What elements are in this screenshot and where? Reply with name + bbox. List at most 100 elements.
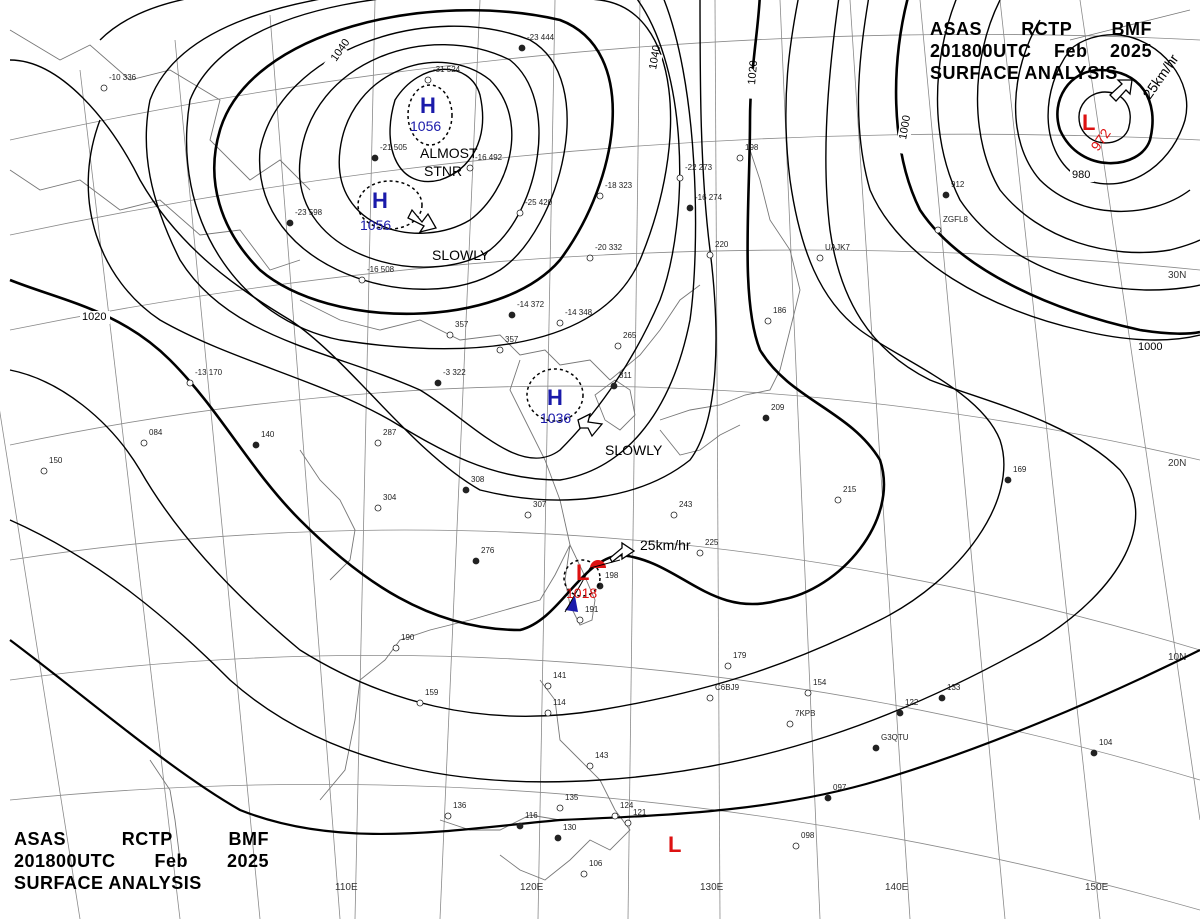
station-marker — [611, 812, 619, 820]
station-report: 186 — [773, 306, 787, 315]
isobar-label-1040-b: 1040 — [647, 44, 663, 70]
station-report: -14 372 — [517, 300, 545, 309]
station-marker — [938, 694, 946, 702]
station-marker — [186, 379, 194, 387]
pressure-systems: H 1056 H 1056 H 1036 L 1018 L 972 L — [360, 93, 1114, 857]
station-marker — [724, 662, 732, 670]
high-letter-3: H — [547, 385, 563, 410]
station-marker — [444, 812, 452, 820]
station-report: 287 — [383, 428, 397, 437]
station-report: -21 505 — [380, 143, 408, 152]
station-report: 124 — [620, 801, 634, 810]
chart-header-top: ASAS RCTP BMF 201800UTC Feb 2025 SURFACE ANA… — [930, 18, 1152, 84]
header-station: RCTP — [1021, 19, 1073, 39]
station-report: 307 — [533, 500, 547, 509]
station-marker — [472, 557, 480, 565]
station-report: 143 — [595, 751, 609, 760]
station-report: 121 — [633, 808, 647, 817]
station-report: -14 348 — [565, 308, 593, 317]
station-report: 357 — [455, 320, 469, 329]
front-line — [564, 559, 621, 613]
motion-arrow-high-west — [407, 208, 437, 234]
station-report: -22 273 — [685, 163, 713, 172]
station-report: 130 — [563, 823, 577, 832]
station-marker — [792, 842, 800, 850]
cold-front-triangle — [565, 596, 578, 612]
station-marker — [872, 744, 880, 752]
footer-agency: ASAS — [14, 829, 67, 849]
station-marker — [706, 694, 714, 702]
station-report: 225 — [705, 538, 719, 547]
station-report: 097 — [833, 783, 847, 792]
lat-label-20n: 20N — [1168, 458, 1186, 469]
high-value-3: 1036 — [540, 410, 571, 426]
low-letter-1: L — [576, 560, 589, 585]
isobar-976 — [1078, 91, 1131, 144]
isobar-1008 — [9, 639, 1200, 835]
header-code: BMF — [1111, 19, 1152, 39]
isobar-label-1000-b: 1000 — [1138, 341, 1162, 353]
station-report: 190 — [401, 633, 415, 642]
station-marker — [942, 191, 950, 199]
lon-label-110e: 110E — [335, 882, 358, 893]
isobar-labels: 1040 1040 1020 1020 1000 1000 980 — [80, 37, 1166, 354]
graticule-parallels — [9, 34, 1200, 911]
station-marker — [706, 251, 714, 259]
station-report: 159 — [425, 688, 439, 697]
station-marker — [580, 870, 588, 878]
isobar-1012 — [9, 0, 1137, 783]
isobar-label-1000-a: 1000 — [897, 114, 913, 140]
station-marker — [496, 346, 504, 354]
header-agency: ASAS — [930, 19, 983, 39]
station-report: 276 — [481, 546, 495, 555]
station-marker — [736, 154, 744, 162]
station-marker — [554, 834, 562, 842]
header-year: 2025 — [1109, 41, 1152, 61]
lat-label-30n: 30N — [1168, 270, 1186, 281]
motion-arrow-low-1018 — [609, 541, 636, 564]
station-marker — [934, 226, 942, 234]
station-marker — [762, 414, 770, 422]
station-marker — [1004, 476, 1012, 484]
station-marker — [786, 720, 794, 728]
station-report: 209 — [771, 403, 785, 412]
isobar-1020 — [9, 0, 886, 632]
station-report: -10 336 — [109, 73, 137, 82]
station-report: 122 — [905, 698, 919, 707]
isobar-label-1020-a: 1020 — [746, 60, 760, 85]
station-marker — [610, 382, 618, 390]
station-marker — [816, 254, 824, 262]
station-marker — [544, 682, 552, 690]
station-marker — [804, 689, 812, 697]
isobar-1052 — [338, 61, 513, 234]
motion-arrows — [407, 79, 1133, 564]
low-letter-3: L — [668, 832, 681, 857]
station-report: 104 — [1099, 738, 1113, 747]
station-report: -31 524 — [433, 65, 461, 74]
station-report: C6BJ9 — [715, 683, 740, 692]
station-marker — [252, 441, 260, 449]
isobar-1040 — [213, 9, 614, 316]
station-report: 179 — [733, 651, 747, 660]
footer-time: 201800UTC — [14, 851, 116, 871]
station-plots: -23 444 -10 336 -31 524 -21 505 -16 492 -16 5… — [40, 33, 1113, 878]
low-letter-2: L — [1082, 110, 1095, 135]
station-marker — [676, 174, 684, 182]
high-letter-1: H — [420, 93, 436, 118]
station-marker — [596, 192, 604, 200]
station-report: 116 — [525, 811, 538, 820]
station-report: 198 — [605, 571, 619, 580]
station-report: 357 — [505, 335, 519, 344]
lat-lon-labels: 110E 120E 130E 140E 150E 10N 20N 30N — [335, 270, 1186, 893]
station-report: -25 420 — [525, 198, 553, 207]
isobar-1056-a — [389, 68, 484, 183]
chart-header-bottom: ASAS RCTP BMF 201800UTC Feb 2025 SURFACE ANA… — [14, 828, 269, 894]
station-report: 140 — [261, 430, 275, 439]
motion-label-slowly-east: SLOWLY — [605, 442, 663, 458]
station-marker — [140, 439, 148, 447]
station-marker — [434, 379, 442, 387]
station-report: 114 — [553, 698, 566, 707]
station-report: UAJK7 — [825, 243, 850, 252]
lon-label-150e: 150E — [1085, 882, 1109, 893]
station-report: 198 — [745, 143, 759, 152]
